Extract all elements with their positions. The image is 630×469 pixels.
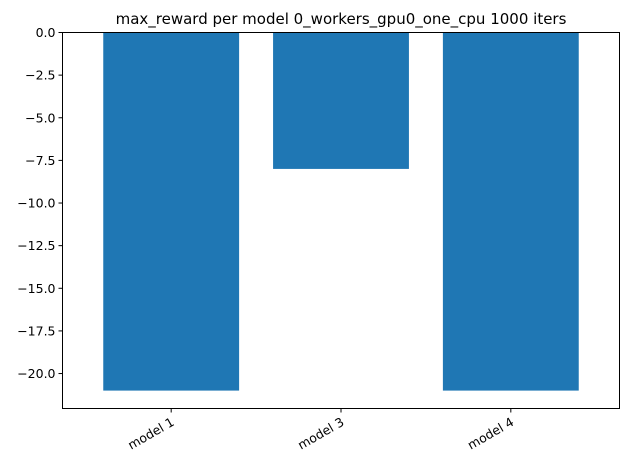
chart-title: max_reward per model 0_workers_gpu0_one_… — [116, 10, 567, 29]
y-tick-label: −15.0 — [17, 281, 55, 296]
x-axis: model 1 model 3 model 4 — [125, 408, 517, 453]
y-tick-label: −12.5 — [17, 238, 55, 253]
y-tick-label: −20.0 — [17, 366, 55, 381]
y-tick-label: −2.5 — [25, 68, 55, 83]
bar-model-4 — [442, 32, 579, 391]
y-tick-label: −17.5 — [17, 323, 55, 338]
x-tick-label: model 3 — [295, 414, 347, 452]
y-tick-label: −7.5 — [25, 153, 55, 168]
y-axis: 0.0 −2.5 −5.0 −7.5 −10.0 −12.5 −15.0 −17.5 −20.0 — [17, 25, 63, 381]
bars-group — [103, 32, 579, 391]
y-tick-label: 0.0 — [36, 25, 56, 40]
x-tick-label: model 4 — [465, 414, 517, 452]
y-tick-label: −5.0 — [25, 110, 55, 125]
plot-frame — [62, 32, 620, 409]
y-tick-label: −10.0 — [17, 196, 55, 211]
bar-model-1 — [103, 32, 240, 391]
bar-model-3 — [273, 32, 409, 169]
x-tick-label: model 1 — [125, 414, 177, 452]
